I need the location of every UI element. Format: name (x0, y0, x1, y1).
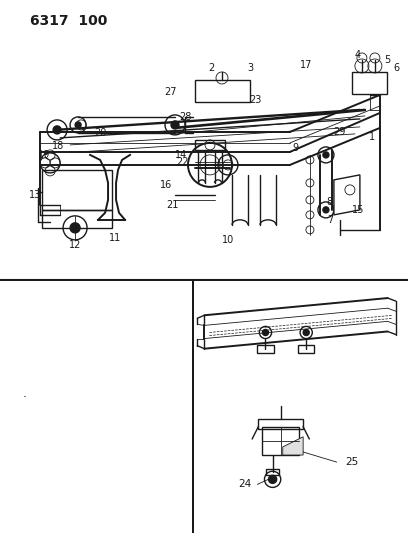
Text: 6: 6 (394, 63, 400, 73)
Text: 5: 5 (384, 55, 390, 65)
Circle shape (268, 475, 277, 483)
Circle shape (171, 121, 179, 129)
Text: 2: 2 (208, 63, 214, 73)
Circle shape (303, 329, 309, 336)
Text: 27: 27 (164, 87, 176, 97)
Text: 28: 28 (179, 112, 191, 122)
Text: 24: 24 (239, 479, 252, 489)
Circle shape (53, 126, 61, 134)
Bar (298, 345, 314, 353)
Circle shape (75, 122, 81, 128)
Text: 23: 23 (249, 95, 261, 105)
Circle shape (262, 329, 268, 336)
Text: 16: 16 (160, 180, 172, 190)
Text: 29: 29 (334, 127, 346, 137)
Text: 20: 20 (94, 128, 106, 138)
Text: 1: 1 (369, 132, 375, 142)
Text: 15: 15 (352, 205, 364, 215)
Text: 6317  100: 6317 100 (30, 14, 107, 28)
Text: 12: 12 (69, 240, 81, 250)
Text: 25: 25 (346, 457, 359, 467)
Text: 4: 4 (355, 50, 361, 60)
Text: 9: 9 (292, 143, 298, 153)
Text: 21: 21 (166, 200, 178, 210)
Bar (257, 345, 274, 353)
Text: 14: 14 (175, 150, 187, 160)
Text: 8: 8 (327, 197, 333, 207)
Text: 10: 10 (222, 235, 234, 245)
Bar (262, 426, 299, 455)
Text: 17: 17 (300, 60, 312, 70)
Polygon shape (283, 437, 303, 455)
Text: ·: · (23, 391, 27, 405)
Bar (42, 170, 112, 210)
Text: 19: 19 (38, 150, 50, 160)
Bar (195, 80, 250, 102)
Bar (266, 469, 279, 475)
Text: 7: 7 (327, 215, 333, 225)
Text: 13: 13 (29, 190, 41, 200)
Text: 3: 3 (247, 63, 253, 73)
Bar (352, 72, 387, 94)
Bar (258, 418, 303, 429)
Text: 18: 18 (52, 141, 64, 151)
Circle shape (323, 152, 329, 158)
Bar (195, 140, 225, 150)
Text: 11: 11 (109, 233, 121, 243)
Bar (42, 210, 112, 228)
Text: 22: 22 (176, 157, 188, 167)
Circle shape (323, 207, 329, 213)
Polygon shape (334, 175, 360, 215)
Circle shape (70, 223, 80, 233)
